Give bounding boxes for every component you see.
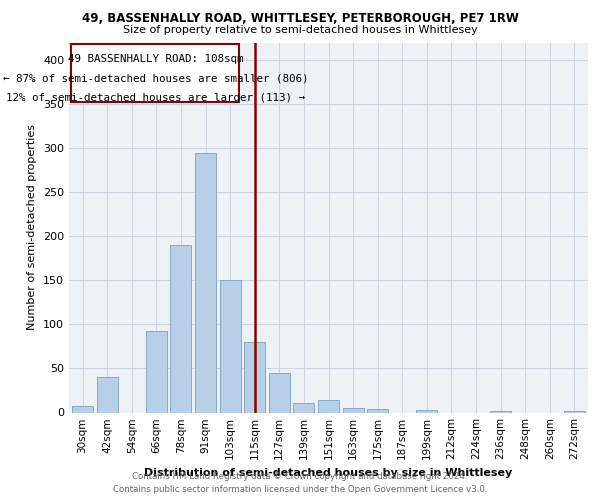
Bar [170,245,191,412]
Bar [416,410,437,412]
Y-axis label: Number of semi-detached properties: Number of semi-detached properties [28,124,37,330]
Bar [367,409,388,412]
Bar [244,342,265,412]
Text: ← 87% of semi-detached houses are smaller (806): ← 87% of semi-detached houses are smalle… [3,74,308,84]
Text: 49, BASSENHALLY ROAD, WHITTLESEY, PETERBOROUGH, PE7 1RW: 49, BASSENHALLY ROAD, WHITTLESEY, PETERB… [82,12,518,24]
Text: 12% of semi-detached houses are larger (113) →: 12% of semi-detached houses are larger (… [6,92,305,102]
Bar [97,378,118,412]
X-axis label: Distribution of semi-detached houses by size in Whittlesey: Distribution of semi-detached houses by … [145,468,512,478]
FancyBboxPatch shape [71,44,239,102]
Bar [195,152,216,412]
Bar [72,406,93,412]
Bar [564,410,585,412]
Bar [293,403,314,412]
Text: Size of property relative to semi-detached houses in Whittlesey: Size of property relative to semi-detach… [122,25,478,35]
Bar [343,408,364,412]
Bar [490,410,511,412]
Bar [318,400,339,412]
Bar [269,373,290,412]
Bar [220,280,241,412]
Bar [146,330,167,412]
Text: Contains HM Land Registry data © Crown copyright and database right 2024.
Contai: Contains HM Land Registry data © Crown c… [113,472,487,494]
Text: 49 BASSENHALLY ROAD: 108sqm: 49 BASSENHALLY ROAD: 108sqm [68,54,243,64]
